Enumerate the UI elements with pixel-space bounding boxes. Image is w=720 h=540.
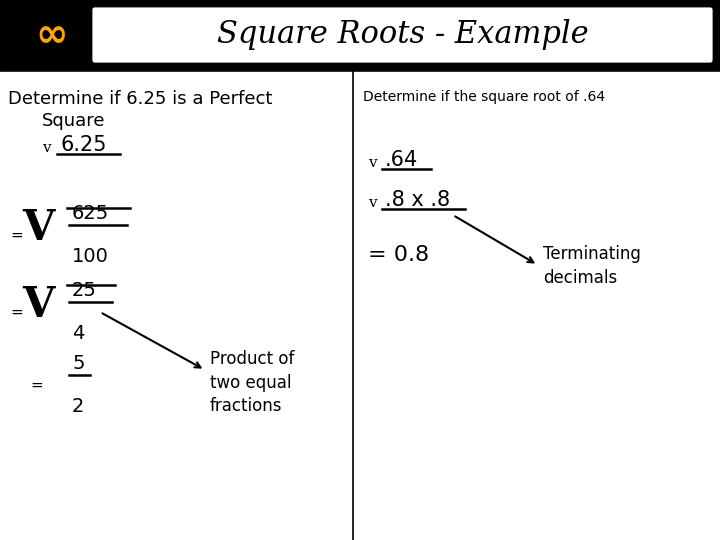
Text: Determine if the square root of .64: Determine if the square root of .64: [363, 90, 605, 104]
Text: 5: 5: [72, 354, 84, 373]
Text: v: v: [42, 141, 50, 155]
Text: =: =: [10, 227, 23, 242]
Text: 625: 625: [72, 204, 109, 223]
Bar: [0, 72, 720, 540]
Text: =: =: [10, 305, 23, 320]
Text: Terminating
decimals: Terminating decimals: [543, 245, 641, 287]
Text: Square Roots - Example: Square Roots - Example: [217, 19, 588, 51]
Text: Determine if 6.25 is a Perfect: Determine if 6.25 is a Perfect: [8, 90, 272, 108]
Text: 2: 2: [72, 397, 84, 416]
Text: 25: 25: [72, 281, 97, 300]
FancyBboxPatch shape: [91, 6, 714, 64]
Text: .64: .64: [384, 150, 418, 170]
Text: Square: Square: [42, 112, 106, 130]
Text: .8 x .8: .8 x .8: [384, 190, 450, 210]
Text: Product of
two equal
fractions: Product of two equal fractions: [210, 350, 294, 415]
Bar: [0, 0, 720, 70]
Text: 100: 100: [72, 247, 109, 266]
Text: 4: 4: [72, 324, 84, 343]
Text: ∞: ∞: [36, 16, 68, 54]
Text: v: v: [368, 196, 377, 210]
Text: = 0.8: = 0.8: [368, 245, 429, 265]
Text: =: =: [30, 377, 42, 393]
Text: V: V: [22, 284, 54, 326]
Text: V: V: [22, 207, 54, 249]
Text: v: v: [368, 156, 377, 170]
Text: 6.25: 6.25: [60, 135, 107, 155]
